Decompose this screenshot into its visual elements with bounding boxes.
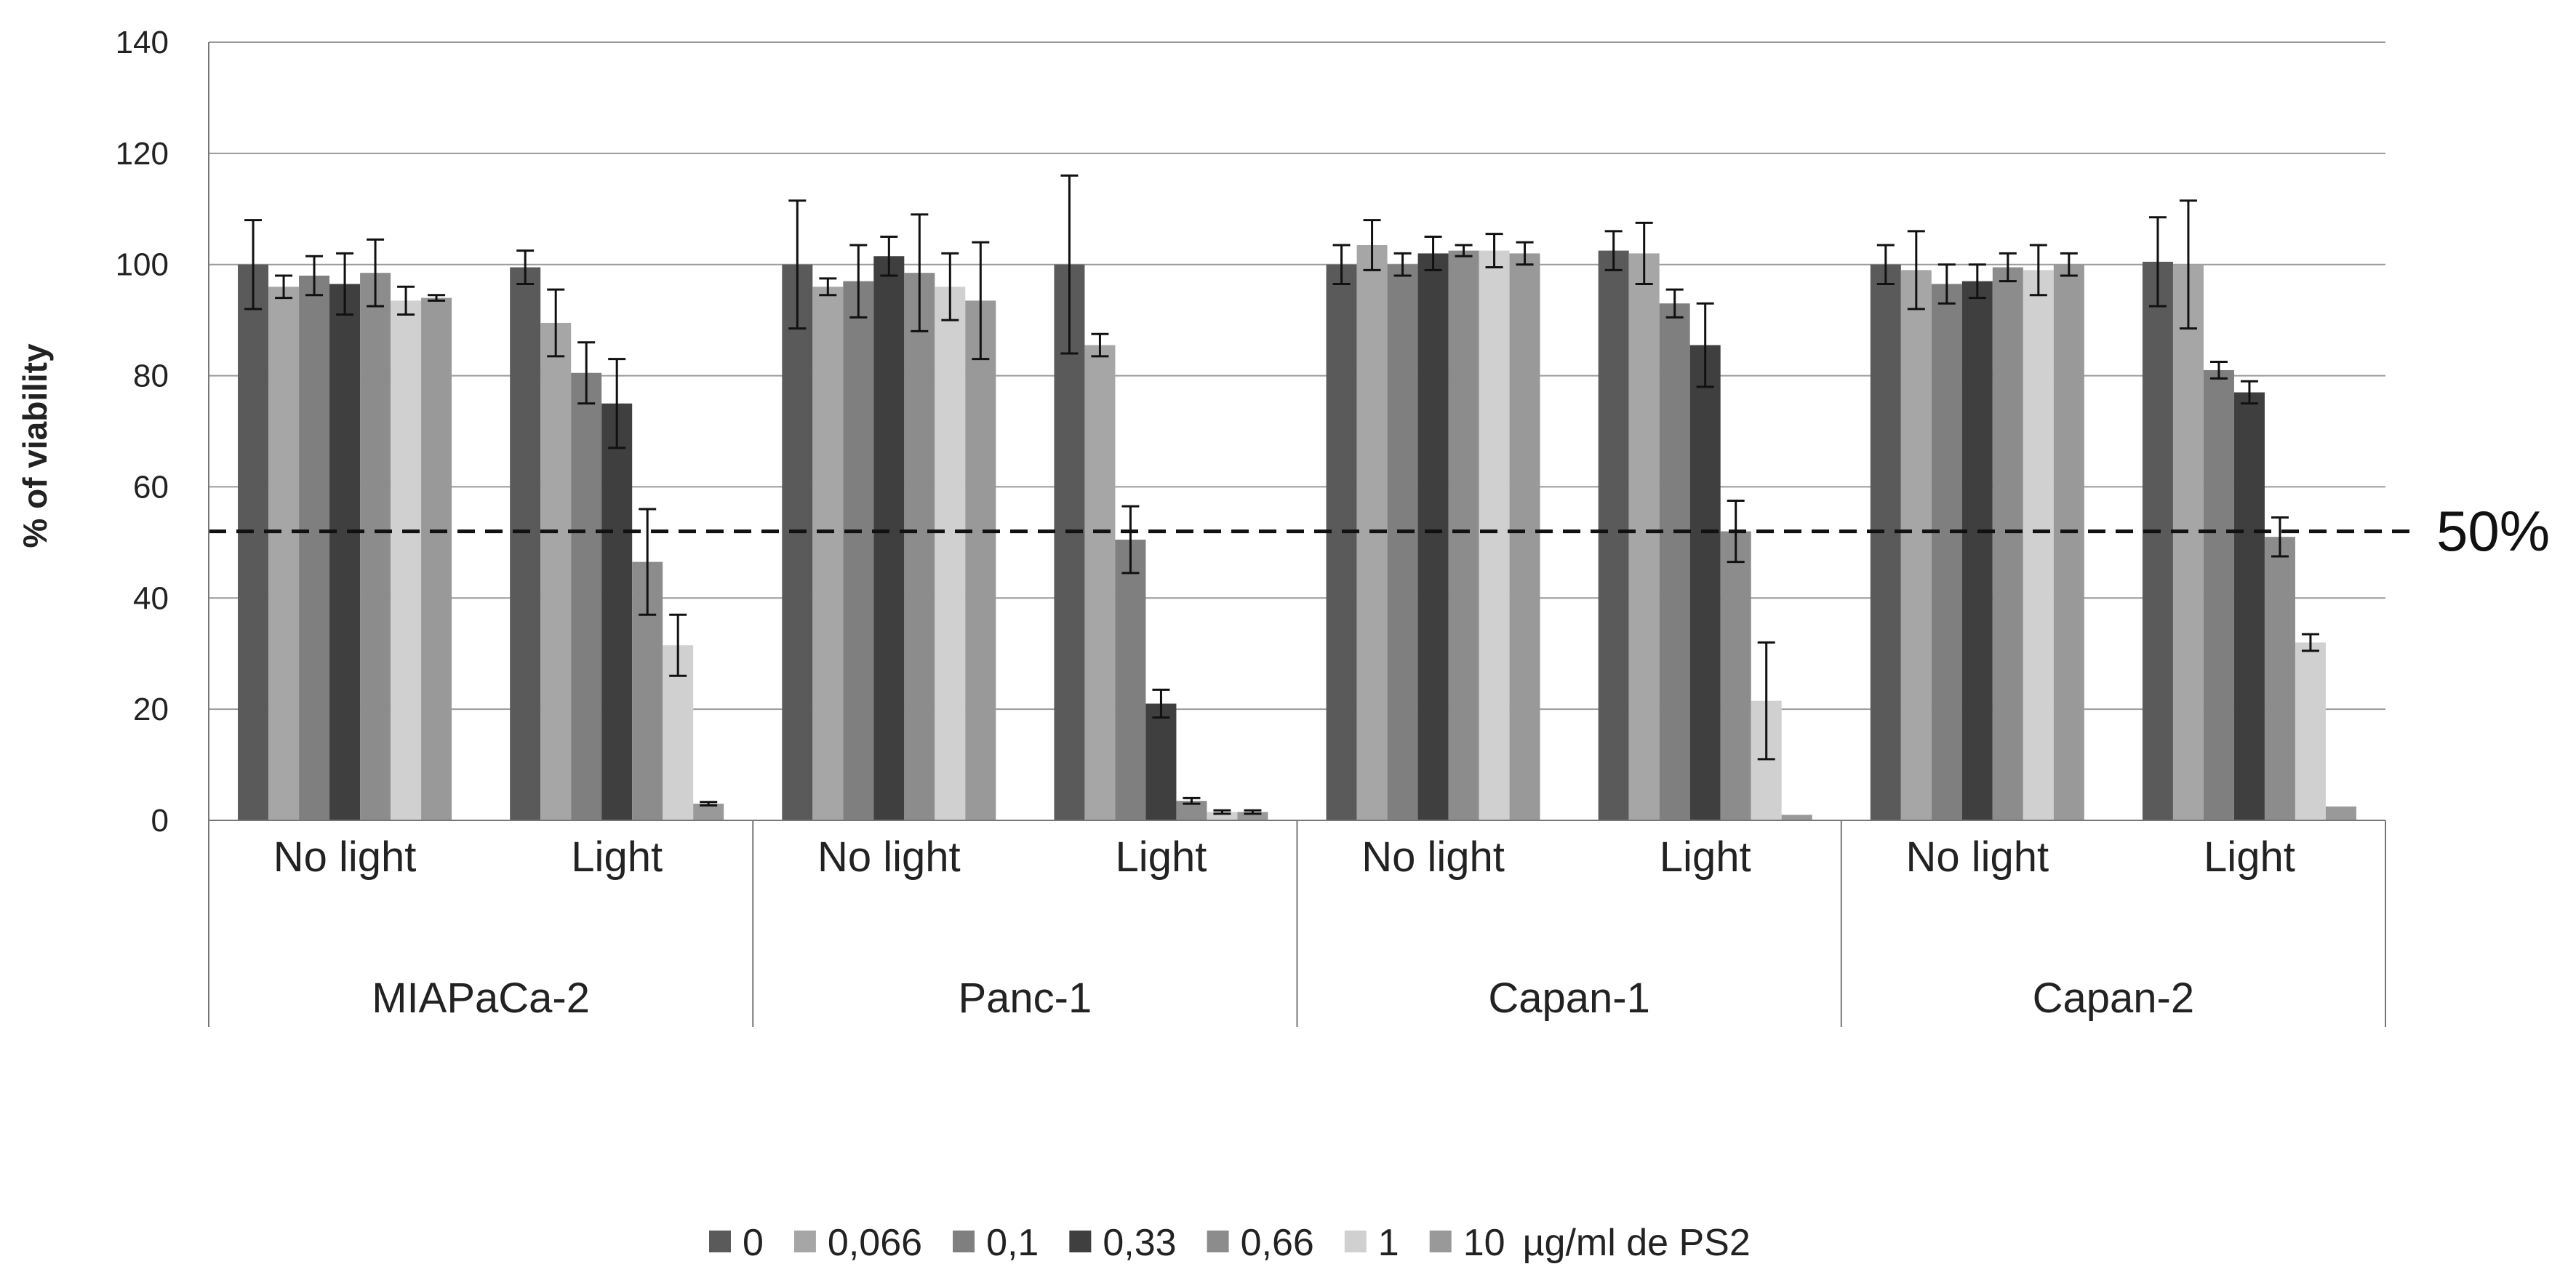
condition-label: Light: [1116, 833, 1207, 881]
bar: [1145, 703, 1177, 820]
legend-swatch: [709, 1231, 731, 1252]
reference-line-label: 50%: [2436, 499, 2550, 563]
bar: [329, 284, 361, 820]
bar: [1900, 270, 1932, 820]
condition-label: Light: [1660, 833, 1751, 881]
legend-swatch: [1069, 1231, 1092, 1252]
legend-label: 0: [743, 1222, 764, 1264]
bar: [1628, 253, 1660, 820]
bar: [1720, 531, 1751, 820]
bar: [510, 267, 541, 820]
bar: [2142, 261, 2173, 821]
bar: [904, 273, 935, 820]
bar: [1237, 812, 1268, 820]
bar: [2264, 537, 2295, 820]
bar: [2053, 264, 2084, 820]
legend-unit: µg/ml de PS2: [1523, 1222, 1751, 1264]
bar: [782, 264, 813, 820]
legend: 0 0,066 0,1 0,33 0,66 1 10 µg/ml de PS2: [709, 1222, 1751, 1264]
bar: [2325, 806, 2356, 820]
bar: [2023, 270, 2054, 820]
bar: [1598, 250, 1629, 820]
bar: [1115, 540, 1146, 820]
y-tick-label: 60: [133, 469, 169, 505]
bar: [2295, 642, 2326, 820]
bar: [1781, 815, 1812, 820]
y-tick-label: 120: [116, 136, 169, 172]
bar: [1387, 264, 1418, 820]
legend-label: 0,1: [986, 1222, 1039, 1264]
condition-label: No light: [1361, 833, 1505, 881]
bar: [1992, 267, 2023, 820]
bar: [1417, 253, 1449, 820]
cell-line-label: Capan-1: [1488, 975, 1649, 1022]
condition-label: No light: [273, 833, 417, 881]
legend-label: 0,066: [828, 1222, 922, 1264]
y-tick-label: 100: [116, 247, 169, 283]
legend-swatch: [1344, 1231, 1367, 1252]
condition-label: No light: [1905, 833, 2049, 881]
bar: [1207, 812, 1238, 820]
y-tick-label: 20: [133, 692, 169, 727]
axis-layer: 0 20 40 60 80 100 120 140 No light Light MIAPaCa-2…: [116, 25, 2386, 1027]
bar: [540, 322, 572, 820]
bar: [571, 372, 602, 820]
condition-label: Light: [571, 833, 663, 881]
bar: [935, 287, 966, 820]
y-tick-label: 40: [133, 580, 169, 616]
bar: [268, 287, 300, 820]
bar: [1509, 253, 1540, 820]
y-tick-label: 140: [116, 25, 169, 60]
legend-swatch: [1207, 1231, 1229, 1252]
bar: [1054, 264, 1085, 820]
bar: [1870, 264, 1901, 820]
bar: [391, 300, 422, 821]
bar: [812, 287, 844, 820]
y-axis-label: % of viability: [16, 343, 54, 548]
bar: [1084, 345, 1116, 820]
condition-label: Light: [2204, 833, 2295, 881]
bar: [1961, 281, 1993, 821]
y-tick-label: 80: [133, 359, 169, 394]
bar: [1931, 284, 1962, 820]
bar: [965, 300, 996, 821]
condition-label: No light: [817, 833, 961, 881]
legend-swatch: [793, 1231, 816, 1252]
bar: [2203, 369, 2234, 820]
bar: [1326, 264, 1357, 820]
bar: [1659, 303, 1690, 820]
bar: [299, 276, 330, 820]
bar: [2233, 392, 2265, 820]
bar: [693, 804, 724, 820]
legend-label: 0,33: [1103, 1222, 1176, 1264]
y-tick-label: 0: [151, 803, 169, 839]
bar: [1479, 250, 1510, 820]
bar: [2172, 264, 2204, 820]
cell-line-label: Capan-2: [2033, 975, 2194, 1022]
bar: [360, 273, 391, 820]
legend-label: 10: [1463, 1222, 1505, 1264]
bar: [1448, 250, 1479, 820]
legend-label: 0,66: [1241, 1222, 1314, 1264]
cell-line-label: MIAPaCa-2: [372, 975, 590, 1022]
bar: [843, 281, 874, 821]
legend-swatch: [953, 1231, 975, 1252]
bar-layer: [238, 174, 2356, 821]
legend-swatch: [1429, 1231, 1452, 1252]
cell-line-label: Panc-1: [958, 975, 1092, 1022]
bar: [873, 256, 905, 820]
bar: [238, 264, 269, 820]
bar: [421, 297, 452, 821]
bar: [601, 403, 633, 820]
legend-label: 1: [1378, 1222, 1399, 1264]
bar: [1689, 345, 1721, 820]
